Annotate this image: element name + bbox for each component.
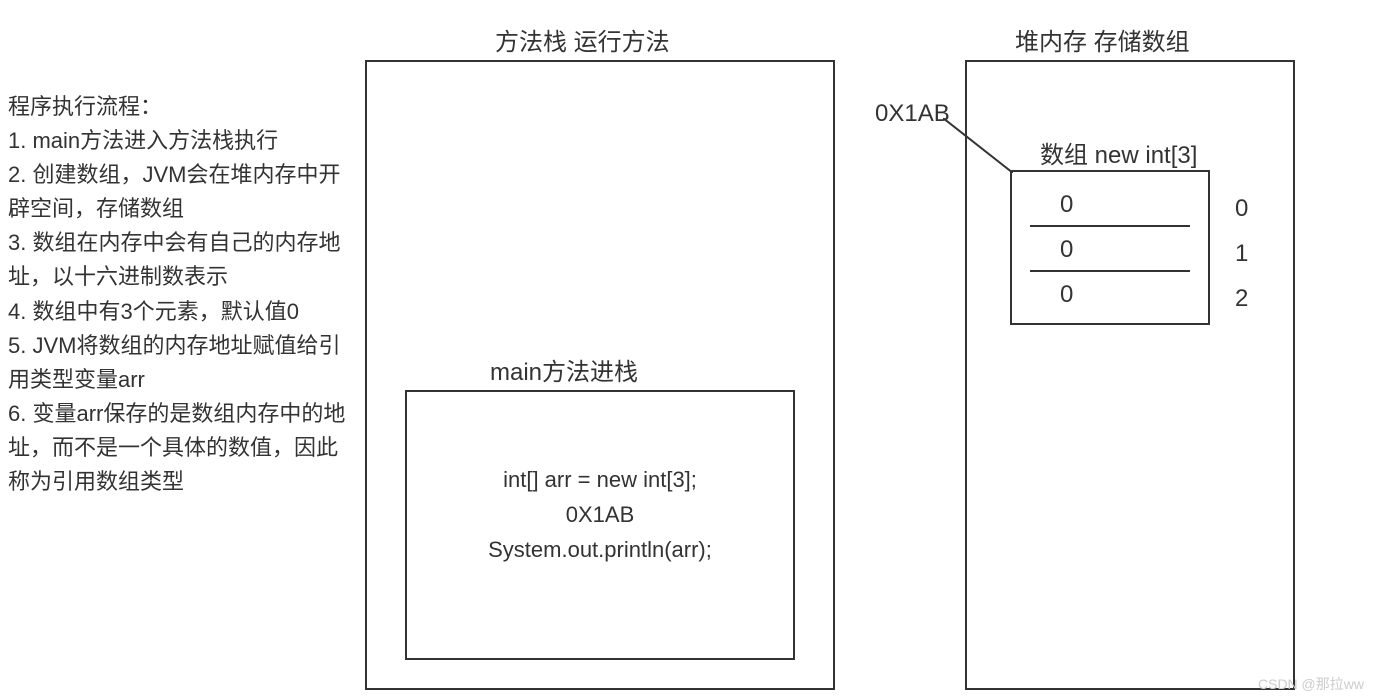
main-code-block: int[] arr = new int[3]; 0X1AB System.out… [407, 462, 793, 568]
array-index: 2 [1235, 285, 1248, 313]
array-box: 0 0 0 [1010, 170, 1210, 325]
explanation-block: 程序执行流程： 1. main方法进入方法栈执行 2. 创建数组，JVM会在堆内… [8, 90, 348, 499]
explanation-step: 5. JVM将数组的内存地址赋值给引用类型变量arr [8, 329, 348, 397]
array-cell: 0 [1030, 272, 1190, 317]
heap-address-label: 0X1AB [875, 100, 950, 128]
explanation-step: 4. 数组中有3个元素，默认值0 [8, 295, 348, 329]
heap-title: 堆内存 存储数组 [1015, 22, 1190, 57]
code-line: System.out.println(arr); [407, 532, 793, 567]
explanation-title: 程序执行流程： [8, 90, 348, 124]
array-cell: 0 [1030, 227, 1190, 272]
explanation-step: 2. 创建数组，JVM会在堆内存中开辟空间，存储数组 [8, 158, 348, 226]
array-index: 0 [1235, 195, 1248, 223]
main-frame-label: main方法进栈 [490, 352, 638, 387]
explanation-step: 6. 变量arr保存的是数组内存中的地址，而不是一个具体的数值，因此称为引用数组… [8, 397, 348, 499]
array-cell: 0 [1030, 182, 1190, 227]
array-index: 1 [1235, 240, 1248, 268]
array-title: 数组 new int[3] [1040, 135, 1197, 170]
stack-title: 方法栈 运行方法 [495, 22, 670, 57]
watermark: CSDN @那拉ww [1258, 674, 1364, 694]
code-line: 0X1AB [407, 497, 793, 532]
explanation-step: 1. main方法进入方法栈执行 [8, 124, 348, 158]
main-frame-box: int[] arr = new int[3]; 0X1AB System.out… [405, 390, 795, 660]
code-line: int[] arr = new int[3]; [407, 462, 793, 497]
explanation-step: 3. 数组在内存中会有自己的内存地址，以十六进制数表示 [8, 226, 348, 294]
